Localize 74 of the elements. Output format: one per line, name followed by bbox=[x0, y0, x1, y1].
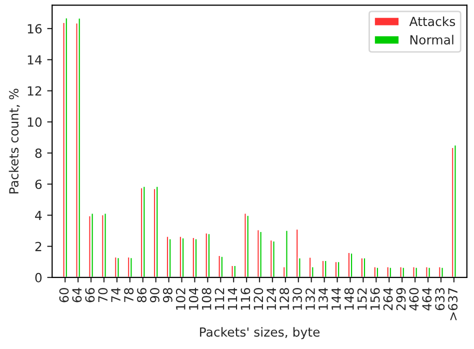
x-tick-label: 90 bbox=[150, 288, 160, 302]
bar bbox=[324, 260, 328, 278]
bar bbox=[142, 185, 146, 278]
x-tick-label: 86 bbox=[137, 288, 146, 302]
bar bbox=[427, 266, 432, 278]
bar bbox=[258, 230, 263, 278]
bar bbox=[194, 238, 198, 278]
bar bbox=[220, 255, 224, 278]
bar bbox=[336, 260, 341, 278]
x-tick-label: 98 bbox=[162, 288, 172, 302]
x-tick-label: 108 bbox=[202, 288, 212, 310]
x-tick-label: 633 bbox=[435, 288, 445, 310]
bar bbox=[414, 266, 418, 278]
legend-label: Attacks bbox=[409, 16, 456, 26]
x-tick-label: 114 bbox=[228, 288, 238, 310]
x-tick-label: 116 bbox=[240, 288, 250, 310]
bar bbox=[401, 266, 406, 278]
y-tick-label: 10 bbox=[28, 117, 42, 127]
legend-label: Normal bbox=[410, 34, 454, 45]
bar bbox=[284, 229, 289, 278]
y-tick-label: 4 bbox=[35, 210, 42, 220]
bar bbox=[453, 144, 458, 278]
bar bbox=[388, 266, 392, 278]
x-axis-title: Packets' sizes, byte bbox=[200, 327, 320, 340]
x-tick-label: 460 bbox=[409, 288, 419, 310]
x-tick-label: 124 bbox=[266, 288, 276, 310]
bar bbox=[362, 257, 366, 278]
x-tick-label: 120 bbox=[254, 288, 264, 310]
y-tick-label: 16 bbox=[28, 24, 42, 34]
y-tick-label: 6 bbox=[35, 180, 42, 190]
y-tick-label: 8 bbox=[35, 148, 42, 158]
x-tick-label: >637 bbox=[448, 288, 458, 320]
bar bbox=[207, 232, 211, 278]
x-tick-label: 464 bbox=[422, 288, 432, 310]
bar bbox=[440, 266, 444, 278]
x-tick-label: 102 bbox=[176, 288, 186, 310]
bar bbox=[77, 17, 82, 278]
bar bbox=[90, 212, 94, 278]
x-tick-label: 64 bbox=[72, 288, 82, 302]
bar bbox=[64, 16, 68, 278]
x-tick-label: 264 bbox=[383, 288, 393, 310]
x-tick-label: 66 bbox=[85, 288, 95, 302]
bar bbox=[246, 214, 250, 278]
x-tick-label: 74 bbox=[111, 288, 120, 302]
bar bbox=[103, 212, 108, 278]
y-tick-label: 0 bbox=[35, 272, 42, 282]
bar bbox=[129, 256, 134, 278]
y-tick-label: 2 bbox=[35, 242, 42, 252]
x-tick-label: 134 bbox=[318, 288, 328, 310]
bar bbox=[155, 185, 160, 278]
x-tick-label: 70 bbox=[98, 288, 108, 302]
x-tick-label: 156 bbox=[370, 288, 380, 310]
x-tick-label: 148 bbox=[344, 288, 354, 310]
bar bbox=[272, 240, 276, 278]
x-tick-label: 132 bbox=[306, 288, 315, 310]
bar bbox=[232, 264, 237, 278]
x-tick-label: 112 bbox=[214, 288, 224, 310]
bar bbox=[181, 236, 185, 278]
y-tick-label: 14 bbox=[28, 55, 42, 64]
bar bbox=[295, 228, 300, 278]
x-tick-label: 78 bbox=[124, 288, 134, 302]
bar bbox=[376, 266, 380, 278]
y-tick-label: 12 bbox=[28, 86, 42, 96]
x-tick-label: 60 bbox=[59, 288, 69, 302]
x-tick-label: 144 bbox=[332, 288, 341, 310]
bar bbox=[350, 252, 354, 278]
x-tick-label: 299 bbox=[396, 288, 406, 310]
x-tick-label: 130 bbox=[292, 288, 302, 310]
bar bbox=[168, 238, 172, 278]
x-tick-label: 128 bbox=[280, 288, 290, 310]
x-tick-label: 152 bbox=[357, 288, 367, 310]
y-axis-title: Packets count, % bbox=[8, 88, 20, 194]
x-tick-label: 104 bbox=[188, 288, 198, 310]
bar bbox=[116, 256, 120, 278]
